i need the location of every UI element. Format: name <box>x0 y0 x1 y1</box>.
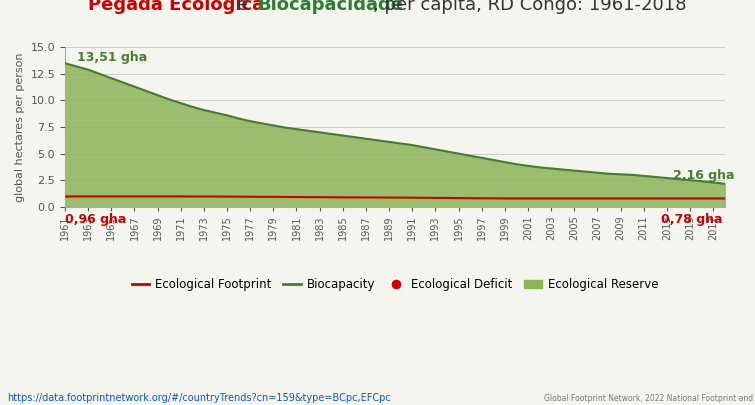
Legend: Ecological Footprint, Biocapacity, Ecological Deficit, Ecological Reserve: Ecological Footprint, Biocapacity, Ecolo… <box>127 273 663 296</box>
Text: , per capita, RD Congo: 1961-2018: , per capita, RD Congo: 1961-2018 <box>373 0 686 14</box>
Text: Pegada Ecológica: Pegada Ecológica <box>88 0 264 14</box>
Text: e: e <box>230 0 253 14</box>
Text: Biocapacidade: Biocapacidade <box>257 0 403 14</box>
Text: 0,78 gha: 0,78 gha <box>661 213 723 226</box>
Text: 13,51 gha: 13,51 gha <box>76 51 147 64</box>
Text: 2,16 gha: 2,16 gha <box>673 169 734 182</box>
Text: 0,96 gha: 0,96 gha <box>65 213 126 226</box>
Text: https://data.footprintnetwork.org/#/countryTrends?cn=159&type=BCpc,EFCpc: https://data.footprintnetwork.org/#/coun… <box>8 393 391 403</box>
Y-axis label: global hectares per person: global hectares per person <box>15 52 25 202</box>
Text: Global Footprint Network, 2022 National Footprint and Biocapacity Accounts: Global Footprint Network, 2022 National … <box>544 394 755 403</box>
